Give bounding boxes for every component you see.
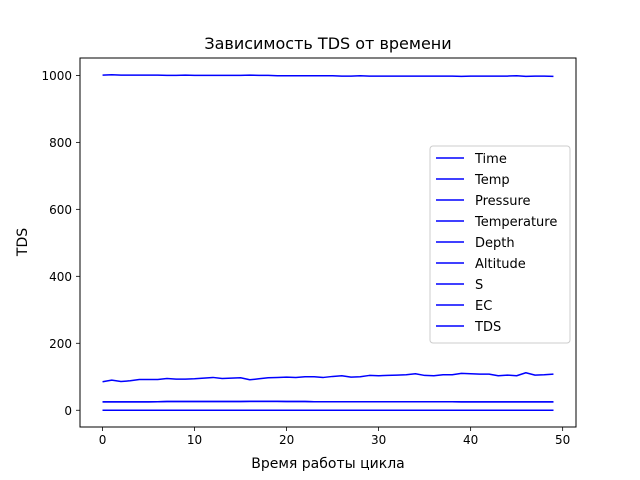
x-tick-label: 20 [279,433,294,447]
legend-label: Time [474,152,507,167]
legend-label: EC [475,299,492,314]
x-tick-label: 30 [371,433,386,447]
y-tick-label: 600 [49,203,72,217]
legend-label: Temp [474,173,510,188]
legend-box [429,145,571,344]
y-tick-label: 800 [49,136,72,150]
series-line-pressure [102,73,554,78]
chart-title: Зависимость TDS от времени [204,34,451,53]
series-line-temperature [102,400,554,403]
legend-label: Temperature [474,215,557,230]
y-tick-label: 400 [49,270,72,284]
plot-frame [79,57,577,428]
series-lines [102,73,554,412]
x-axis-label: Время работы цикла [251,456,404,472]
x-tick-label: 40 [463,433,478,447]
series-line-tds [102,372,554,383]
legend-label: Pressure [475,194,531,209]
legend: Time Temp Pressure Temperature Depth Altitude… [429,145,571,344]
y-tick-label: 1000 [41,69,72,83]
legend-label: Altitude [475,257,526,272]
axes: 0 10 20 30 40 50 0 200 400 600 800 1000 [41,69,570,447]
x-tick-label: 10 [187,433,202,447]
legend-label: S [475,278,483,293]
legend-label: TDS [474,320,501,335]
legend-label: Depth [475,236,515,251]
y-tick-label: 200 [49,337,72,351]
x-tick-label: 0 [99,433,107,447]
x-tick-label: 50 [555,433,570,447]
y-axis-label: TDS [15,228,31,257]
y-tick-label: 0 [64,404,72,418]
